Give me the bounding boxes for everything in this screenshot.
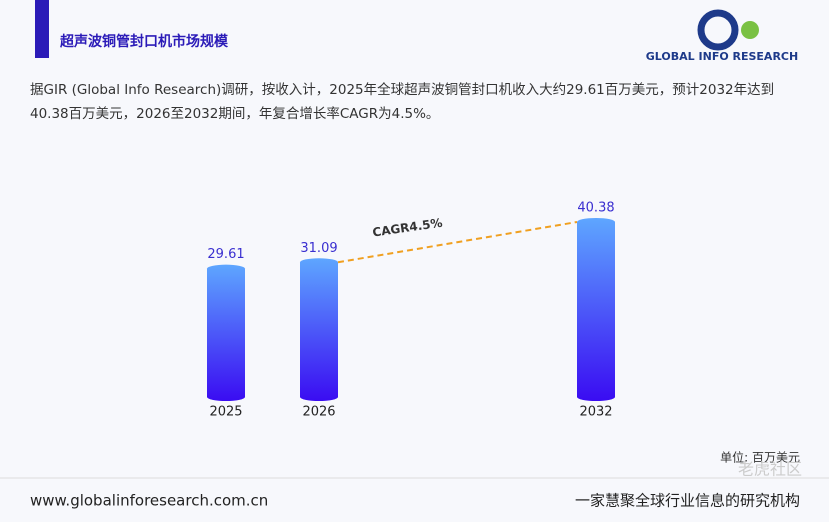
cagr-label: CAGR4.5% (372, 216, 444, 240)
logo: GLOBAL INFO RESEARCH (646, 9, 798, 63)
value-label: 31.09 (300, 241, 337, 256)
page-title: 超声波铜管封口机市场规模 (59, 33, 229, 50)
bar (300, 258, 338, 401)
watermark: 老虎社区 (738, 460, 802, 479)
accent-bar (35, 0, 49, 58)
value-label: 29.61 (207, 247, 244, 262)
x-tick-label: 2025 (209, 405, 242, 420)
footer-url: www.globalinforesearch.com.cn (30, 492, 268, 510)
bar (207, 264, 245, 401)
value-label: 40.38 (577, 201, 614, 216)
x-tick-label: 2026 (302, 405, 335, 420)
trend-line (337, 221, 578, 264)
bar (577, 218, 615, 401)
x-tick-label: 2032 (579, 405, 612, 420)
unit-label: 单位: 百万美元 (720, 450, 800, 465)
description-box: 据GIR (Global Info Research)调研，按收入计，2025年… (30, 82, 775, 122)
logo-text: GLOBAL INFO RESEARCH (646, 50, 798, 63)
description: 据GIR (Global Info Research)调研，按收入计，2025年… (30, 82, 775, 122)
footer-slogan: 一家慧聚全球行业信息的研究机构 (575, 492, 800, 510)
